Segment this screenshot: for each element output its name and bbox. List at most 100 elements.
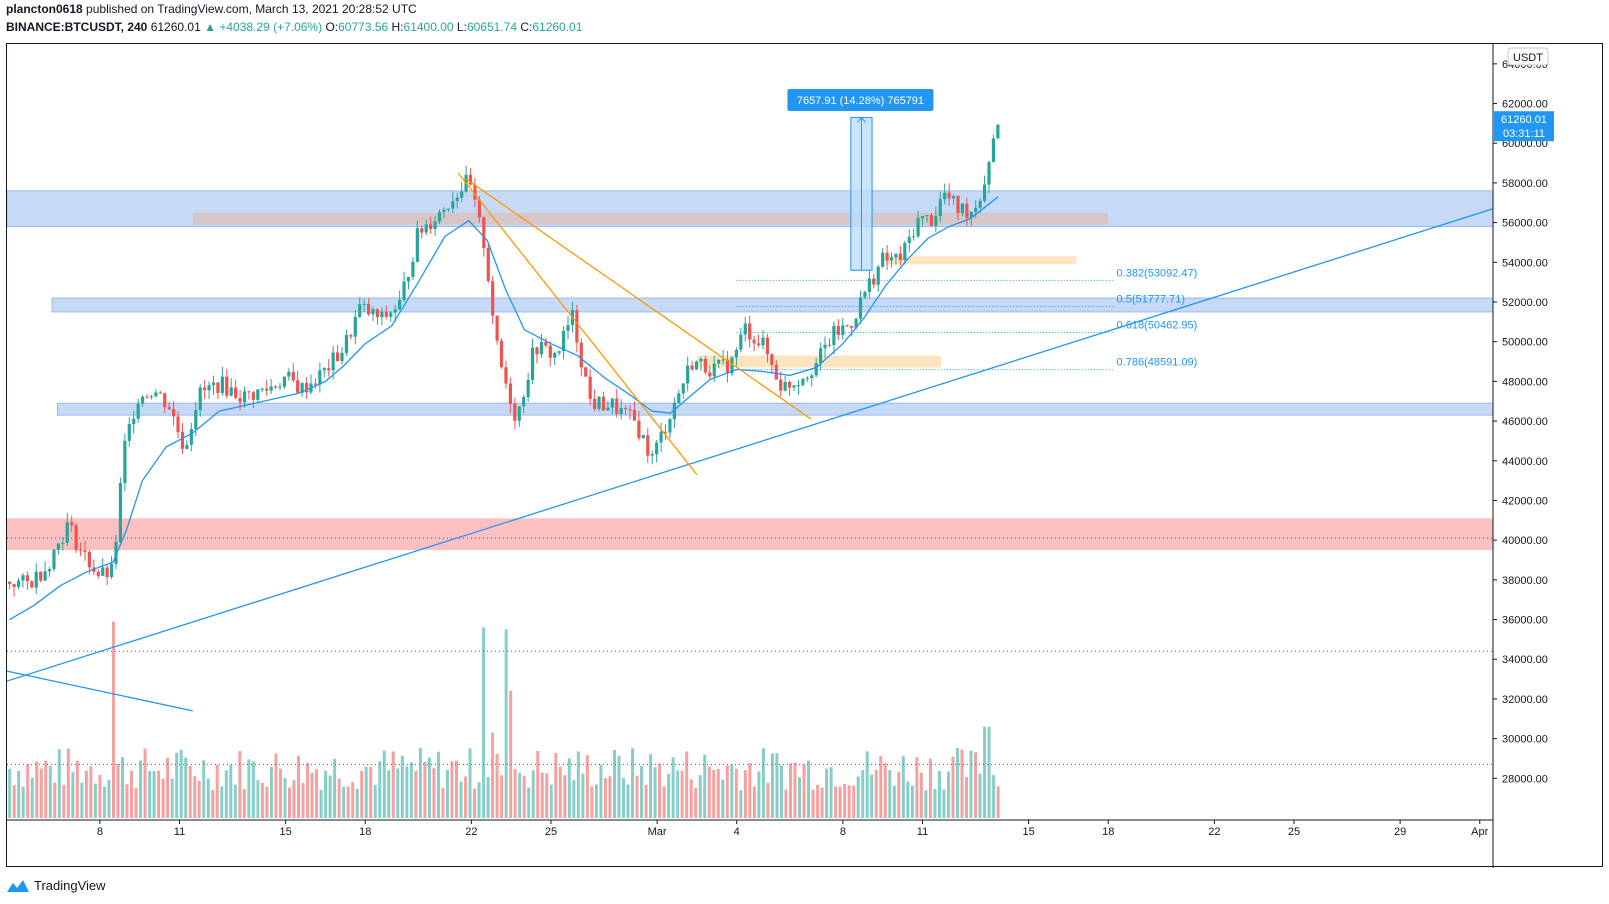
candle-body: [783, 381, 787, 391]
candle-body: [699, 358, 703, 362]
candle-body: [16, 580, 21, 587]
volume-bar: [617, 755, 621, 818]
volume-bar: [563, 775, 567, 818]
candle-body: [584, 367, 588, 377]
candle-body: [916, 218, 920, 237]
volume-bar: [414, 770, 418, 818]
candle-body: [25, 575, 29, 582]
candle-body: [398, 299, 402, 310]
volume-bar: [346, 786, 350, 818]
volume-bar: [644, 784, 648, 818]
volume-bar: [473, 788, 477, 818]
candle-body: [739, 334, 743, 350]
candle-body: [938, 199, 942, 217]
zone-red: [7, 518, 1493, 551]
volume-bar: [292, 780, 296, 818]
candle-body: [920, 216, 925, 219]
candle-body: [943, 192, 947, 200]
volume-bar: [933, 788, 937, 818]
volume-bar: [992, 775, 996, 818]
volume-bar: [21, 786, 25, 818]
volume-bar: [44, 760, 48, 818]
volume-bar: [594, 784, 598, 818]
close-label: C:: [520, 20, 533, 34]
candle-body: [154, 392, 158, 397]
volume-bar: [80, 782, 84, 818]
candle-body: [912, 236, 916, 238]
volume-bar: [211, 789, 215, 818]
candle-body: [974, 207, 978, 212]
candle-body: [420, 228, 424, 233]
candle-body: [956, 196, 960, 214]
tradingview-brand[interactable]: TradingView: [34, 878, 106, 893]
volume-bar: [436, 751, 440, 818]
volume-bar: [770, 753, 774, 818]
candle-body: [841, 325, 845, 335]
volume-bar: [883, 763, 887, 818]
volume-bar: [30, 777, 34, 818]
price-chart[interactable]: 0.382(53092.47) 0.5(51777.71) 0.618(50462.…: [0, 0, 1609, 870]
candle-body: [234, 387, 238, 399]
candle-body: [56, 543, 60, 550]
x-tick-label: 25: [1288, 826, 1300, 838]
candle-body: [163, 393, 167, 408]
volume-bar: [486, 776, 490, 818]
volume-bar: [396, 768, 400, 818]
volume-bar: [278, 768, 282, 818]
volume-bar: [572, 780, 576, 818]
candle-body: [690, 365, 694, 370]
volume-bar: [125, 784, 129, 818]
candle-body: [220, 376, 224, 393]
volume-bar: [504, 629, 508, 818]
volume-bar: [382, 750, 386, 818]
volume-bar: [364, 766, 368, 818]
candle-body: [229, 387, 233, 396]
x-tick-label: 29: [1394, 826, 1406, 838]
candle-body: [123, 440, 127, 484]
candle-body: [415, 228, 419, 262]
candle-body: [827, 344, 832, 346]
volume-bar: [274, 753, 278, 818]
candle-body: [491, 281, 495, 316]
candle-body: [291, 371, 295, 381]
x-tick-label: 18: [1102, 826, 1114, 838]
volume-bar: [251, 761, 255, 818]
volume-bar: [861, 770, 865, 818]
volume-bar: [798, 777, 802, 818]
candle-body: [593, 398, 597, 410]
volume-bar: [662, 786, 666, 818]
candle-body: [180, 432, 185, 449]
candle-body: [969, 211, 973, 218]
volume-bar: [847, 785, 851, 818]
volume-bar: [825, 768, 829, 818]
y-tick-label: 46000.00: [1502, 416, 1548, 428]
volume-bar: [53, 782, 57, 818]
candle-body: [686, 365, 690, 384]
tradingview-logo-icon[interactable]: [6, 879, 30, 893]
candle-body: [819, 348, 823, 364]
candle-body: [495, 315, 499, 341]
candle-body: [327, 368, 331, 371]
publisher-name[interactable]: plancton0618: [6, 2, 83, 16]
volume-bar: [743, 770, 747, 818]
last-price: 61260.01: [150, 20, 201, 34]
volume-bar: [107, 779, 111, 818]
volume-bar: [775, 753, 779, 818]
volume-bar: [676, 770, 680, 818]
volume-bar: [649, 754, 653, 818]
open-label: O:: [325, 20, 339, 34]
candle-body: [455, 197, 459, 202]
volume-bar: [269, 766, 273, 818]
candle-body: [996, 124, 1000, 139]
volume-bar: [495, 753, 499, 818]
candle-body: [863, 291, 867, 298]
trend-line: [465, 178, 812, 420]
candle-body: [282, 376, 287, 387]
x-tick-label: 11: [174, 826, 185, 838]
candle-body: [273, 386, 278, 388]
volume-bar: [581, 773, 585, 818]
volume-bar: [937, 770, 941, 818]
price-change: +4038.29 (+7.06%): [219, 20, 323, 34]
candle-body: [575, 310, 579, 343]
fib-level-label: 0.618(50462.95): [1117, 320, 1198, 332]
